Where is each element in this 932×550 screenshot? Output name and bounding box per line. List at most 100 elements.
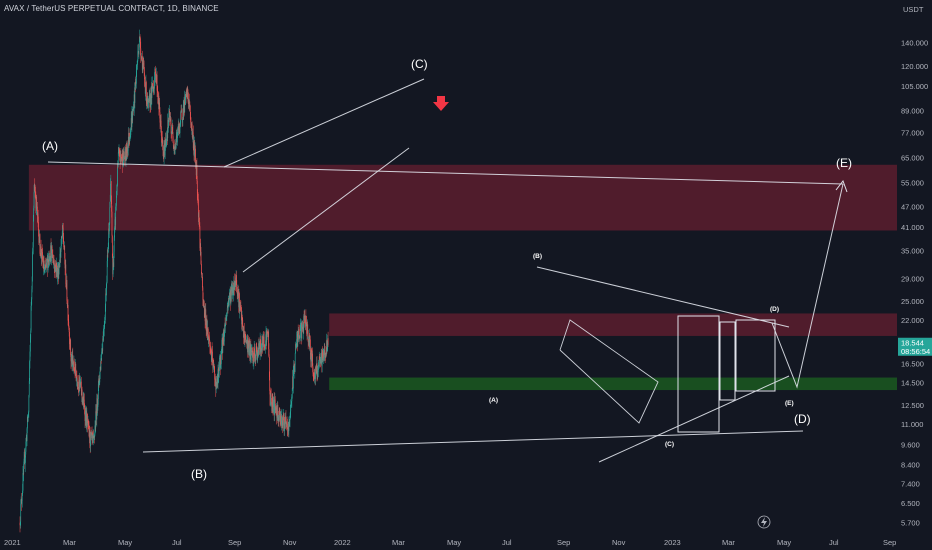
candle-body [318, 356, 320, 363]
candle-body [103, 327, 105, 330]
candle-body [174, 146, 176, 150]
candle-body [104, 320, 106, 323]
candle-body [262, 336, 264, 348]
candle-body [52, 254, 53, 258]
candle-body [269, 391, 271, 406]
candle-body [178, 123, 180, 129]
price-axis[interactable]: USDT 140.000 120.000 105.000 89.000 77.000 65.… [898, 5, 932, 528]
candle-body [103, 329, 104, 341]
candle-body [283, 414, 285, 431]
time-axis[interactable]: 2021 Mar May Jul Sep Nov 2022 Mar May Jul Sep Nov 20… [4, 538, 896, 547]
candle-body [143, 63, 145, 68]
candle-body [268, 331, 269, 350]
candle-body [80, 382, 81, 386]
candle-body [282, 421, 284, 426]
candle-body [273, 397, 275, 415]
candle-body [109, 223, 110, 232]
candle-body [229, 292, 230, 301]
candle-body [235, 275, 237, 283]
candle-body [121, 156, 122, 161]
candle-body [150, 96, 152, 106]
candle-body [100, 358, 102, 370]
candle-body [266, 331, 267, 343]
candle-body [285, 423, 287, 425]
candle-body [274, 399, 276, 404]
candle-body [186, 87, 188, 99]
candle-body [87, 420, 89, 423]
candle-body [252, 347, 253, 352]
candle-body [79, 376, 81, 384]
candle-body [244, 333, 246, 343]
candle-body [117, 152, 119, 165]
candle-body [78, 386, 80, 389]
candle-body [56, 267, 58, 278]
candle-body [86, 415, 88, 421]
candle-body [220, 351, 222, 364]
candle-body [70, 358, 72, 362]
candle-body [31, 299, 32, 306]
candle-body [325, 357, 326, 358]
candle-body [300, 323, 302, 326]
candle-body [137, 60, 138, 65]
candle-body [310, 354, 312, 362]
candle-body [92, 435, 93, 439]
candle-body [149, 94, 151, 108]
candle-body [250, 351, 252, 361]
candle-body [101, 351, 102, 361]
candle-body [84, 405, 85, 414]
candle-body [192, 132, 194, 149]
candle-body [54, 263, 55, 268]
candle-body [138, 40, 140, 48]
candle-body [99, 366, 101, 373]
candle-body [174, 146, 175, 148]
candle-body [163, 146, 165, 158]
candle-body [279, 408, 281, 412]
candle-body [182, 119, 183, 121]
candle-body [79, 382, 81, 384]
candle-body [312, 353, 313, 367]
candle-body [95, 411, 97, 413]
candle-body [144, 83, 146, 94]
candle-body [191, 123, 193, 132]
candle-body [82, 396, 84, 402]
candle-body [234, 287, 235, 290]
candle-body [133, 107, 134, 110]
candle-body [259, 343, 260, 349]
candle-body [153, 86, 155, 89]
candle-body [197, 198, 199, 200]
candle-body [212, 351, 213, 364]
candle-body [317, 369, 319, 371]
candle-body [110, 181, 112, 184]
candle-body [267, 332, 269, 334]
candle-body [141, 56, 143, 71]
time-tick-label: May [118, 538, 132, 547]
candle-body [192, 131, 193, 139]
candle-body [80, 381, 82, 386]
candle-body [314, 372, 315, 380]
candle-body [196, 164, 197, 176]
candle-body [273, 399, 274, 413]
candle-body [206, 330, 208, 334]
candle-body [147, 95, 148, 104]
candle-body [203, 305, 205, 307]
candle-body [247, 339, 248, 353]
candle-body [210, 349, 212, 354]
candle-body [85, 410, 86, 422]
candle-body [281, 416, 283, 418]
candle-body [77, 384, 78, 387]
candle-body [41, 249, 43, 253]
candle-body [283, 414, 285, 415]
time-tick-label: May [777, 538, 791, 547]
candle-body [71, 357, 73, 359]
candle-body [112, 256, 114, 275]
candle-body [102, 338, 104, 351]
candle-body [274, 399, 276, 411]
candle-body [75, 363, 76, 376]
price-tick-label: 47.000 [901, 202, 924, 211]
candle-body [76, 378, 78, 385]
candle-body [312, 366, 314, 374]
wave-labels-layer: (A)(B)(C)(D)(E)(A)(B)(C)(D)(E) [42, 57, 852, 481]
candle-body [208, 337, 210, 340]
candle-body [73, 361, 75, 370]
